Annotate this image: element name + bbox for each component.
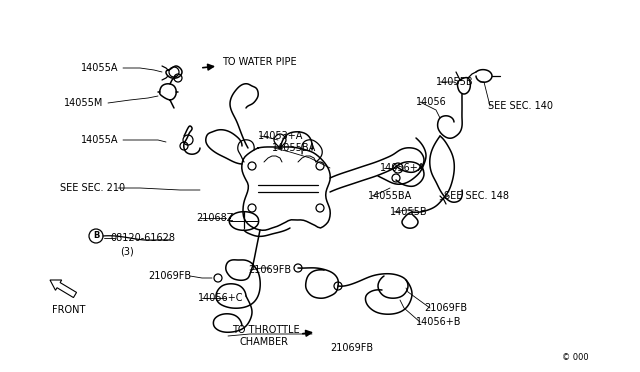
Text: 21069FB: 21069FB <box>148 271 191 281</box>
Text: 14055BA: 14055BA <box>368 191 412 201</box>
Text: CHAMBER: CHAMBER <box>240 337 289 347</box>
Text: 14056: 14056 <box>416 97 447 107</box>
Text: 08120-61628: 08120-61628 <box>110 233 175 243</box>
Text: SEE SEC. 210: SEE SEC. 210 <box>60 183 125 193</box>
Text: 14055A: 14055A <box>81 63 118 73</box>
Text: 14055M: 14055M <box>63 98 103 108</box>
Text: TO THROTTLE: TO THROTTLE <box>232 325 300 335</box>
Text: 14055B: 14055B <box>390 207 428 217</box>
Text: 14056+A: 14056+A <box>380 163 426 173</box>
Text: 21069FB: 21069FB <box>248 265 291 275</box>
Text: 21069FB: 21069FB <box>424 303 467 313</box>
Text: SEE SEC. 140: SEE SEC. 140 <box>488 101 553 111</box>
Text: 14056+C: 14056+C <box>198 293 243 303</box>
Text: 14055B: 14055B <box>436 77 474 87</box>
Text: 14053+A: 14053+A <box>258 131 303 141</box>
Text: 21068Z: 21068Z <box>196 213 234 223</box>
Text: 14055BA: 14055BA <box>272 143 316 153</box>
Text: © 000: © 000 <box>562 353 589 362</box>
Text: FRONT: FRONT <box>52 305 85 315</box>
Text: SEE SEC. 148: SEE SEC. 148 <box>444 191 509 201</box>
Text: 21069FB: 21069FB <box>330 343 373 353</box>
Text: 14055A: 14055A <box>81 135 118 145</box>
Text: TO WATER PIPE: TO WATER PIPE <box>222 57 296 67</box>
Text: (3): (3) <box>120 247 134 257</box>
Text: B: B <box>93 231 99 241</box>
Text: 14056+B: 14056+B <box>416 317 461 327</box>
